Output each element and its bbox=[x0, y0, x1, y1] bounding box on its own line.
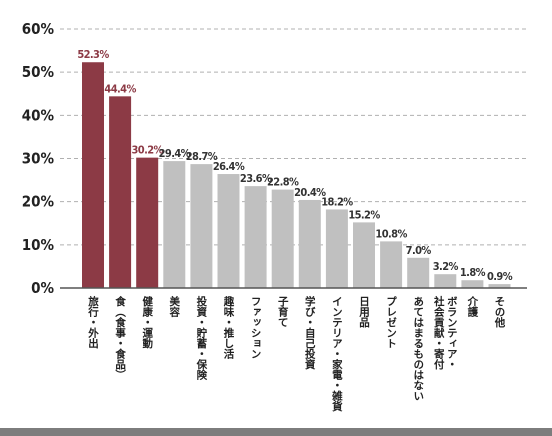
bar bbox=[380, 241, 403, 288]
value-label: 1.8% bbox=[460, 266, 486, 279]
bar bbox=[136, 157, 159, 288]
category-label: その他 bbox=[494, 296, 506, 328]
category-label: 旅行・外出 bbox=[87, 295, 99, 349]
value-label: 52.3% bbox=[77, 48, 109, 61]
value-label: 3.2% bbox=[433, 260, 459, 273]
category-label: インテリア・家電・雑貨 bbox=[331, 296, 343, 412]
category-label: あてはまるものはない bbox=[412, 296, 424, 401]
value-label: 15.2% bbox=[348, 208, 380, 221]
category-label: 社会貢献・寄付 bbox=[433, 295, 445, 370]
bar bbox=[109, 96, 132, 288]
category-label: 食（食事・食品） bbox=[114, 295, 126, 380]
category-label: プレゼント bbox=[385, 295, 397, 348]
value-label: 22.8% bbox=[267, 176, 299, 189]
y-tick-label: 50% bbox=[22, 63, 55, 81]
y-tick-label: 60% bbox=[22, 20, 55, 38]
bottom-bar bbox=[0, 428, 552, 436]
y-tick-label: 40% bbox=[22, 106, 55, 124]
value-label: 18.2% bbox=[321, 195, 353, 208]
category-label: 日用品 bbox=[358, 296, 370, 328]
value-label: 7.0% bbox=[406, 244, 432, 257]
value-label: 30.2% bbox=[132, 144, 164, 157]
value-label: 0.9% bbox=[487, 270, 513, 283]
y-tick-label: 10% bbox=[22, 236, 55, 254]
category-label: ファッション bbox=[250, 296, 262, 359]
bar bbox=[325, 209, 348, 288]
value-label: 26.4% bbox=[213, 160, 245, 173]
value-label: 28.7% bbox=[186, 150, 218, 163]
bar bbox=[217, 174, 240, 288]
value-label: 10.8% bbox=[375, 227, 407, 240]
value-label: 44.4% bbox=[104, 82, 136, 95]
y-tick-label: 0% bbox=[31, 279, 54, 297]
category-label: 投資・貯蓄・保険 bbox=[195, 295, 207, 381]
bar bbox=[434, 274, 457, 288]
bar bbox=[82, 62, 104, 288]
bar bbox=[461, 280, 484, 288]
value-label: 20.4% bbox=[294, 186, 326, 199]
category-label: 趣味・推し活 bbox=[223, 295, 235, 360]
y-tick-label: 30% bbox=[22, 150, 55, 168]
bar bbox=[244, 186, 267, 288]
category-label: 学び・自己投資 bbox=[304, 295, 316, 370]
bar bbox=[488, 284, 511, 288]
category-label: 介護 bbox=[466, 295, 478, 318]
value-label: 23.6% bbox=[240, 172, 272, 185]
y-tick-label: 20% bbox=[22, 193, 55, 211]
bar bbox=[353, 222, 375, 288]
category-label: ボランティア・ bbox=[446, 296, 458, 370]
bar bbox=[163, 161, 186, 288]
category-label: 美容 bbox=[168, 295, 180, 318]
bar bbox=[407, 257, 430, 288]
category-label: 健康・運動 bbox=[141, 295, 153, 349]
value-label: 29.4% bbox=[159, 147, 191, 160]
category-label: 子育て bbox=[277, 296, 289, 328]
bar bbox=[271, 189, 294, 288]
bar bbox=[190, 164, 213, 288]
bar bbox=[298, 199, 321, 288]
